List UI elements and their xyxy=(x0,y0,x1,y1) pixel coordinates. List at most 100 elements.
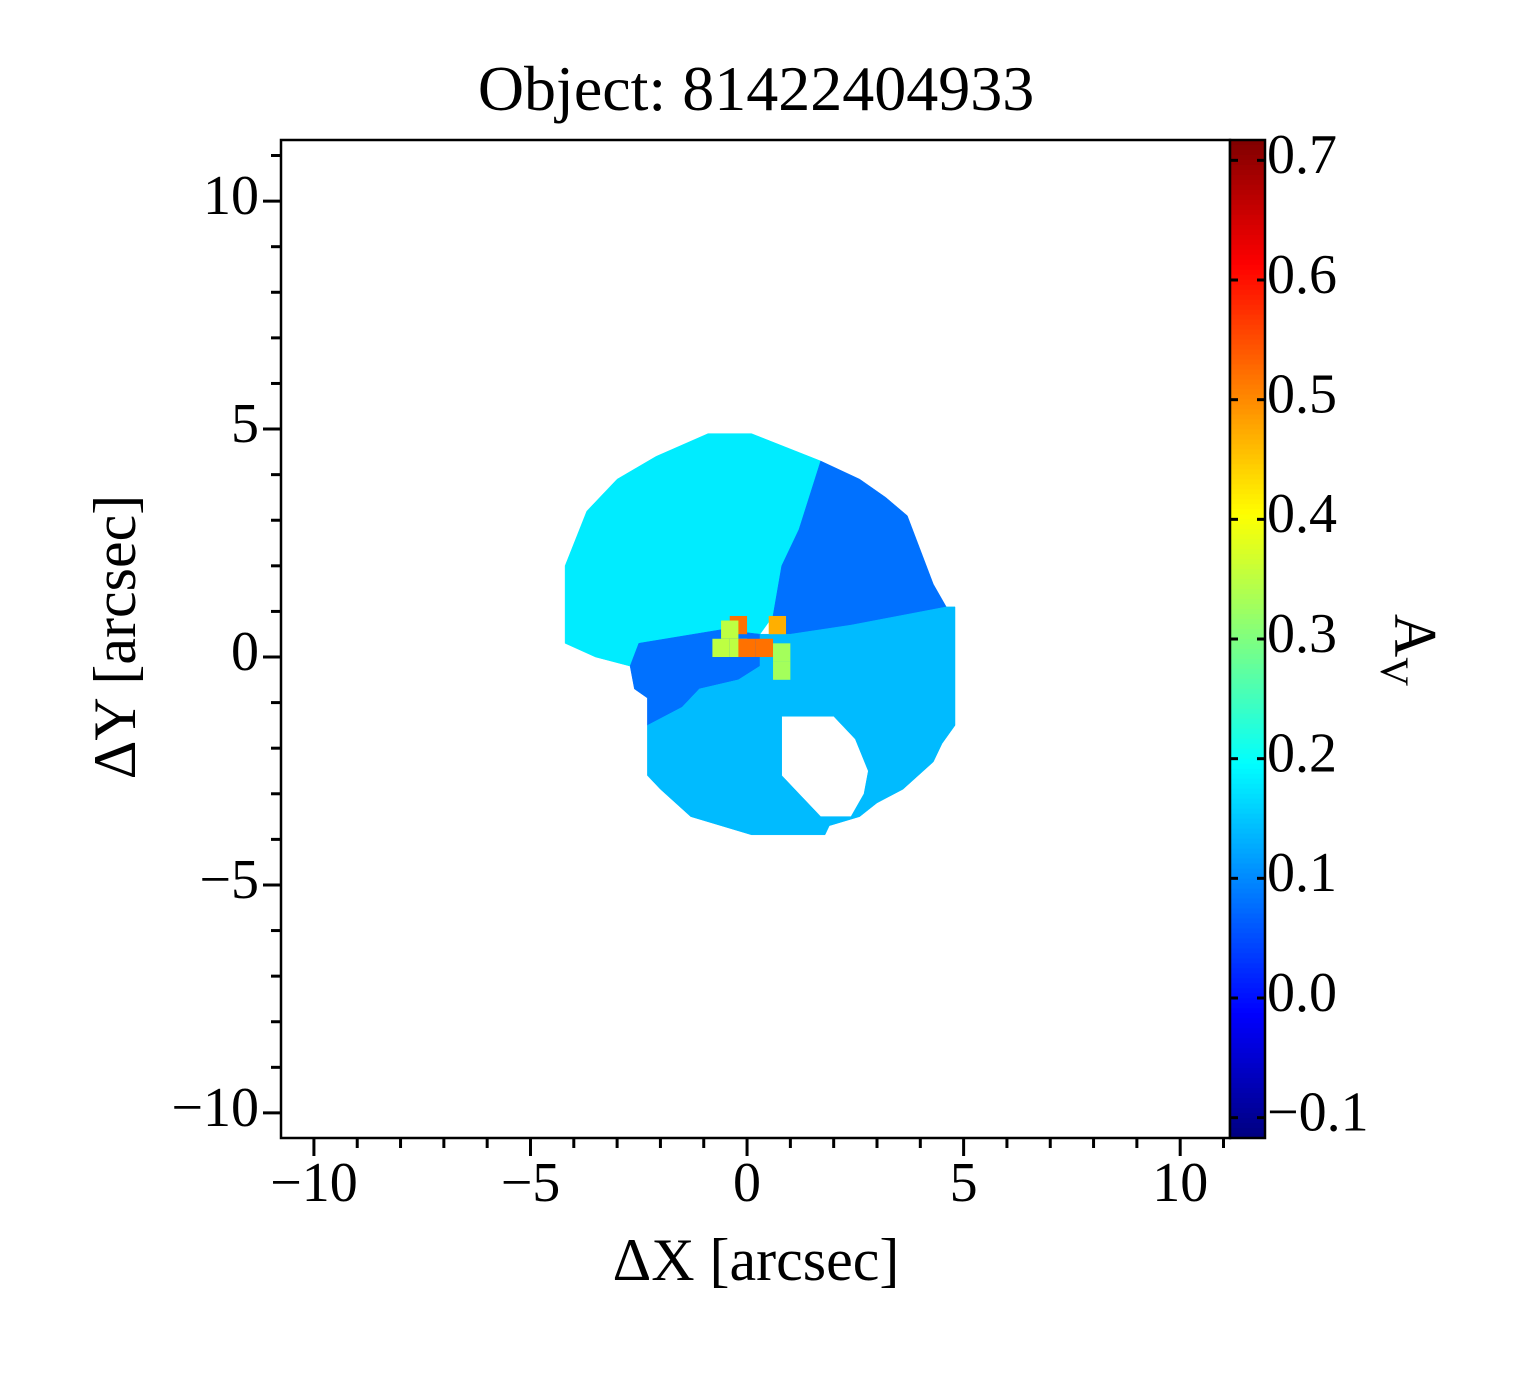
colorbar-strip xyxy=(1230,1048,1265,1054)
pixel xyxy=(721,620,739,639)
colorbar-strip xyxy=(1230,928,1265,935)
colorbar-strip xyxy=(1230,549,1265,555)
colorbar-strip xyxy=(1230,953,1265,959)
colorbar-strip xyxy=(1230,299,1265,306)
colorbar-strip xyxy=(1230,140,1265,146)
colorbar-strip xyxy=(1230,514,1265,520)
colorbar-strip xyxy=(1230,614,1265,620)
colorbar-strip xyxy=(1230,364,1265,371)
colorbar-strip xyxy=(1230,584,1265,590)
colorbar-strip xyxy=(1230,444,1265,450)
colorbar-strip xyxy=(1230,778,1265,785)
colorbar-strip xyxy=(1230,344,1265,351)
colorbar-strip xyxy=(1230,948,1265,954)
colorbar-strip xyxy=(1230,1083,1265,1089)
colorbar-strip xyxy=(1230,1093,1265,1099)
colorbar-strip xyxy=(1230,234,1265,241)
colorbar-strip xyxy=(1230,219,1265,226)
colorbar-strip xyxy=(1230,489,1265,495)
x-axis-label: ΔX [arcsec] xyxy=(613,1227,900,1293)
colorbar-strip xyxy=(1230,324,1265,331)
colorbar-strip xyxy=(1230,813,1265,820)
colorbar-strip xyxy=(1230,668,1265,675)
colorbar-strip xyxy=(1230,788,1265,795)
colorbar-label-text: A xyxy=(1382,614,1448,657)
colorbar-strip xyxy=(1230,988,1265,994)
colorbar-strip xyxy=(1230,658,1265,665)
colorbar-strip xyxy=(1230,449,1265,455)
colorbar-strip xyxy=(1230,1058,1265,1064)
colorbar-strip xyxy=(1230,349,1265,356)
colorbar-strip xyxy=(1230,354,1265,361)
colorbar-strip xyxy=(1230,369,1265,376)
colorbar-strip xyxy=(1230,384,1265,391)
colorbar-strip xyxy=(1230,823,1265,830)
colorbar-strip xyxy=(1230,184,1265,191)
colorbar-strip xyxy=(1230,224,1265,231)
colorbar-strip xyxy=(1230,459,1265,465)
colorbar-strip xyxy=(1230,149,1265,156)
colorbar-strip xyxy=(1230,793,1265,800)
colorbar-strip xyxy=(1230,968,1265,974)
colorbar-strip xyxy=(1230,1028,1265,1034)
colorbar-strip xyxy=(1230,678,1265,685)
colorbar-strip xyxy=(1230,808,1265,815)
colorbar-strip xyxy=(1230,893,1265,900)
y-tick-label: −5 xyxy=(199,849,259,911)
colorbar-strip xyxy=(1230,978,1265,984)
colorbar-tick-label: 0.4 xyxy=(1267,483,1337,545)
colorbar-strip xyxy=(1230,339,1265,346)
colorbar-strip xyxy=(1230,544,1265,550)
colorbar-strip xyxy=(1230,873,1265,880)
colorbar-tick-label: 0.3 xyxy=(1267,603,1337,665)
colorbar-strip xyxy=(1230,1018,1265,1024)
colorbar-strip xyxy=(1230,803,1265,810)
colorbar-strip xyxy=(1230,763,1265,770)
colorbar-strip xyxy=(1230,648,1265,655)
colorbar-strip xyxy=(1230,564,1265,570)
colorbar-strip xyxy=(1230,718,1265,725)
colorbar-strip xyxy=(1230,1133,1265,1139)
colorbar-strip xyxy=(1230,728,1265,735)
colorbar-strip xyxy=(1230,863,1265,870)
colorbar-strip xyxy=(1230,174,1265,181)
x-tick-label: 5 xyxy=(950,1152,978,1214)
colorbar-strip xyxy=(1230,619,1265,625)
colorbar-strip xyxy=(1230,379,1265,386)
y-tick-label: 10 xyxy=(203,165,259,227)
colorbar-strip xyxy=(1230,1118,1265,1124)
colorbar-strip xyxy=(1230,579,1265,585)
colorbar-strip xyxy=(1230,1068,1265,1074)
pixel xyxy=(768,615,787,635)
colorbar-tick-label: 0.6 xyxy=(1267,244,1337,306)
colorbar-strip xyxy=(1230,663,1265,670)
colorbar-strip xyxy=(1230,209,1265,216)
colorbar-strip xyxy=(1230,604,1265,610)
y-tick-label: 5 xyxy=(231,393,259,455)
plot-area xyxy=(564,433,956,836)
colorbar-strip xyxy=(1230,1013,1265,1019)
colorbar-strip xyxy=(1230,424,1265,431)
colorbar-strip xyxy=(1230,943,1265,949)
colorbar-strip xyxy=(1230,1113,1265,1119)
colorbar-strip xyxy=(1230,504,1265,510)
colorbar-strip xyxy=(1230,609,1265,615)
colorbar-strip xyxy=(1230,254,1265,261)
colorbar-strip xyxy=(1230,474,1265,480)
colorbar-strip xyxy=(1230,963,1265,969)
colorbar-tick-label: −0.1 xyxy=(1267,1082,1369,1144)
colorbar-tick-label: 0.2 xyxy=(1267,723,1337,785)
colorbar-strip xyxy=(1230,683,1265,690)
colorbar-strip xyxy=(1230,918,1265,925)
colorbar-strip xyxy=(1230,529,1265,535)
colorbar-strip xyxy=(1230,294,1265,301)
chart-title: Object: 81422404933 xyxy=(478,53,1034,124)
colorbar-strip xyxy=(1230,189,1265,196)
colorbar-strip xyxy=(1230,933,1265,939)
colorbar-strip xyxy=(1230,868,1265,875)
colorbar-strip xyxy=(1230,284,1265,291)
pixel xyxy=(773,661,791,680)
colorbar-strip xyxy=(1230,1108,1265,1114)
colorbar-label-main: AV xyxy=(1372,614,1448,686)
y-tick-label: −10 xyxy=(171,1077,259,1139)
